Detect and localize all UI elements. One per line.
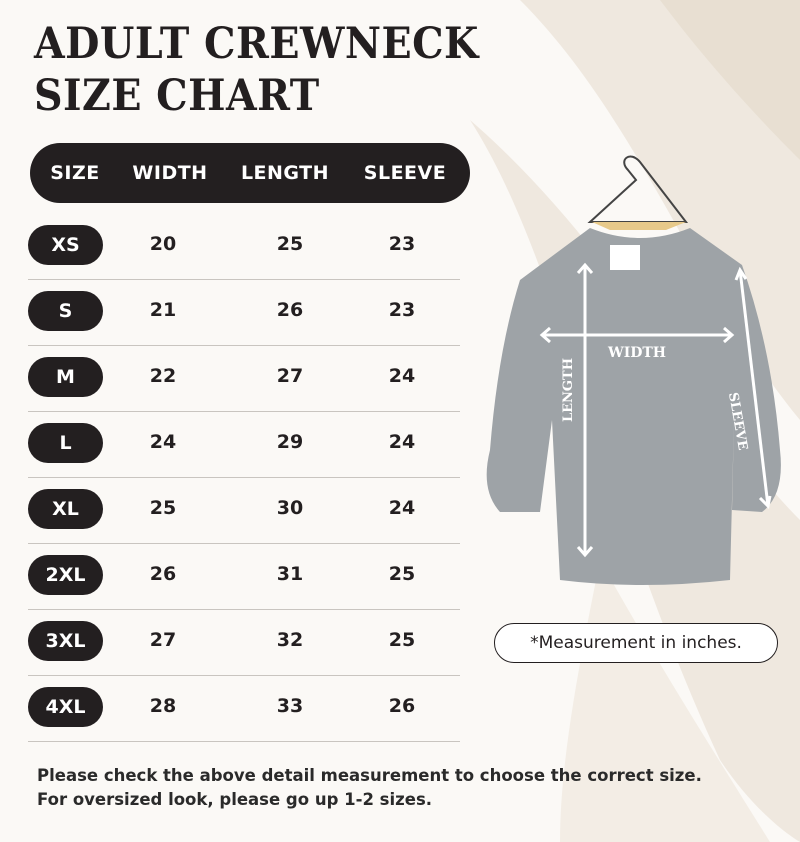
width-value: 22 xyxy=(149,365,177,387)
width-value: 20 xyxy=(149,233,177,255)
width-value: 28 xyxy=(149,695,177,717)
hanger-icon xyxy=(587,155,689,223)
footer-line-2: For oversized look, please go up 1-2 siz… xyxy=(37,790,433,809)
length-value: 27 xyxy=(276,365,304,387)
measurement-note: *Measurement in inches. xyxy=(494,623,778,663)
table-row: S 21 26 23 xyxy=(28,279,460,346)
table-row: 4XL 28 33 26 xyxy=(28,675,460,742)
table-row: L 24 29 24 xyxy=(28,411,460,478)
sleeve-value: 24 xyxy=(388,431,416,453)
width-label: WIDTH xyxy=(607,345,666,361)
header-width: WIDTH xyxy=(132,162,208,184)
footer-line-1: Please check the above detail measuremen… xyxy=(37,766,702,785)
length-value: 32 xyxy=(276,629,304,651)
sweater-diagram: WIDTH LENGTH SLEEVE xyxy=(486,155,781,585)
size-badge: S xyxy=(28,291,103,331)
header-length: LENGTH xyxy=(240,162,330,184)
table-row: M 22 27 24 xyxy=(28,345,460,412)
header-size: SIZE xyxy=(50,162,100,184)
length-value: 31 xyxy=(276,563,304,585)
size-badge: M xyxy=(28,357,103,397)
length-label: LENGTH xyxy=(561,358,576,422)
size-badge: L xyxy=(28,423,103,463)
sleeve-value: 23 xyxy=(388,233,416,255)
sleeve-value: 24 xyxy=(388,497,416,519)
length-value: 25 xyxy=(276,233,304,255)
table-header: SIZE WIDTH LENGTH SLEEVE xyxy=(30,143,470,203)
footer-text: Please check the above detail measuremen… xyxy=(37,764,702,812)
sleeve-value: 25 xyxy=(388,629,416,651)
length-value: 30 xyxy=(276,497,304,519)
sleeve-value: 25 xyxy=(388,563,416,585)
title-line-2: SIZE CHART xyxy=(34,71,320,121)
sleeve-value: 26 xyxy=(388,695,416,717)
table-row: XL 25 30 24 xyxy=(28,477,460,544)
sleeve-value: 23 xyxy=(388,299,416,321)
table-row: 2XL 26 31 25 xyxy=(28,543,460,610)
size-badge: XS xyxy=(28,225,103,265)
table-row: XS 20 25 23 xyxy=(28,213,460,280)
table-row: 3XL 27 32 25 xyxy=(28,609,460,676)
width-value: 21 xyxy=(149,299,177,321)
size-badge: 2XL xyxy=(28,555,103,595)
size-badge: XL xyxy=(28,489,103,529)
length-value: 33 xyxy=(276,695,304,717)
title-line-1: ADULT CREWNECK xyxy=(34,19,479,69)
width-value: 24 xyxy=(149,431,177,453)
width-value: 25 xyxy=(149,497,177,519)
size-badge: 3XL xyxy=(28,621,103,661)
header-sleeve: SLEEVE xyxy=(363,162,447,184)
size-badge: 4XL xyxy=(28,687,103,727)
length-value: 26 xyxy=(276,299,304,321)
sweater-body xyxy=(486,228,781,585)
length-value: 29 xyxy=(276,431,304,453)
page-title: ADULT CREWNECK SIZE CHART xyxy=(34,18,479,122)
width-value: 26 xyxy=(149,563,177,585)
width-value: 27 xyxy=(149,629,177,651)
sleeve-value: 24 xyxy=(388,365,416,387)
